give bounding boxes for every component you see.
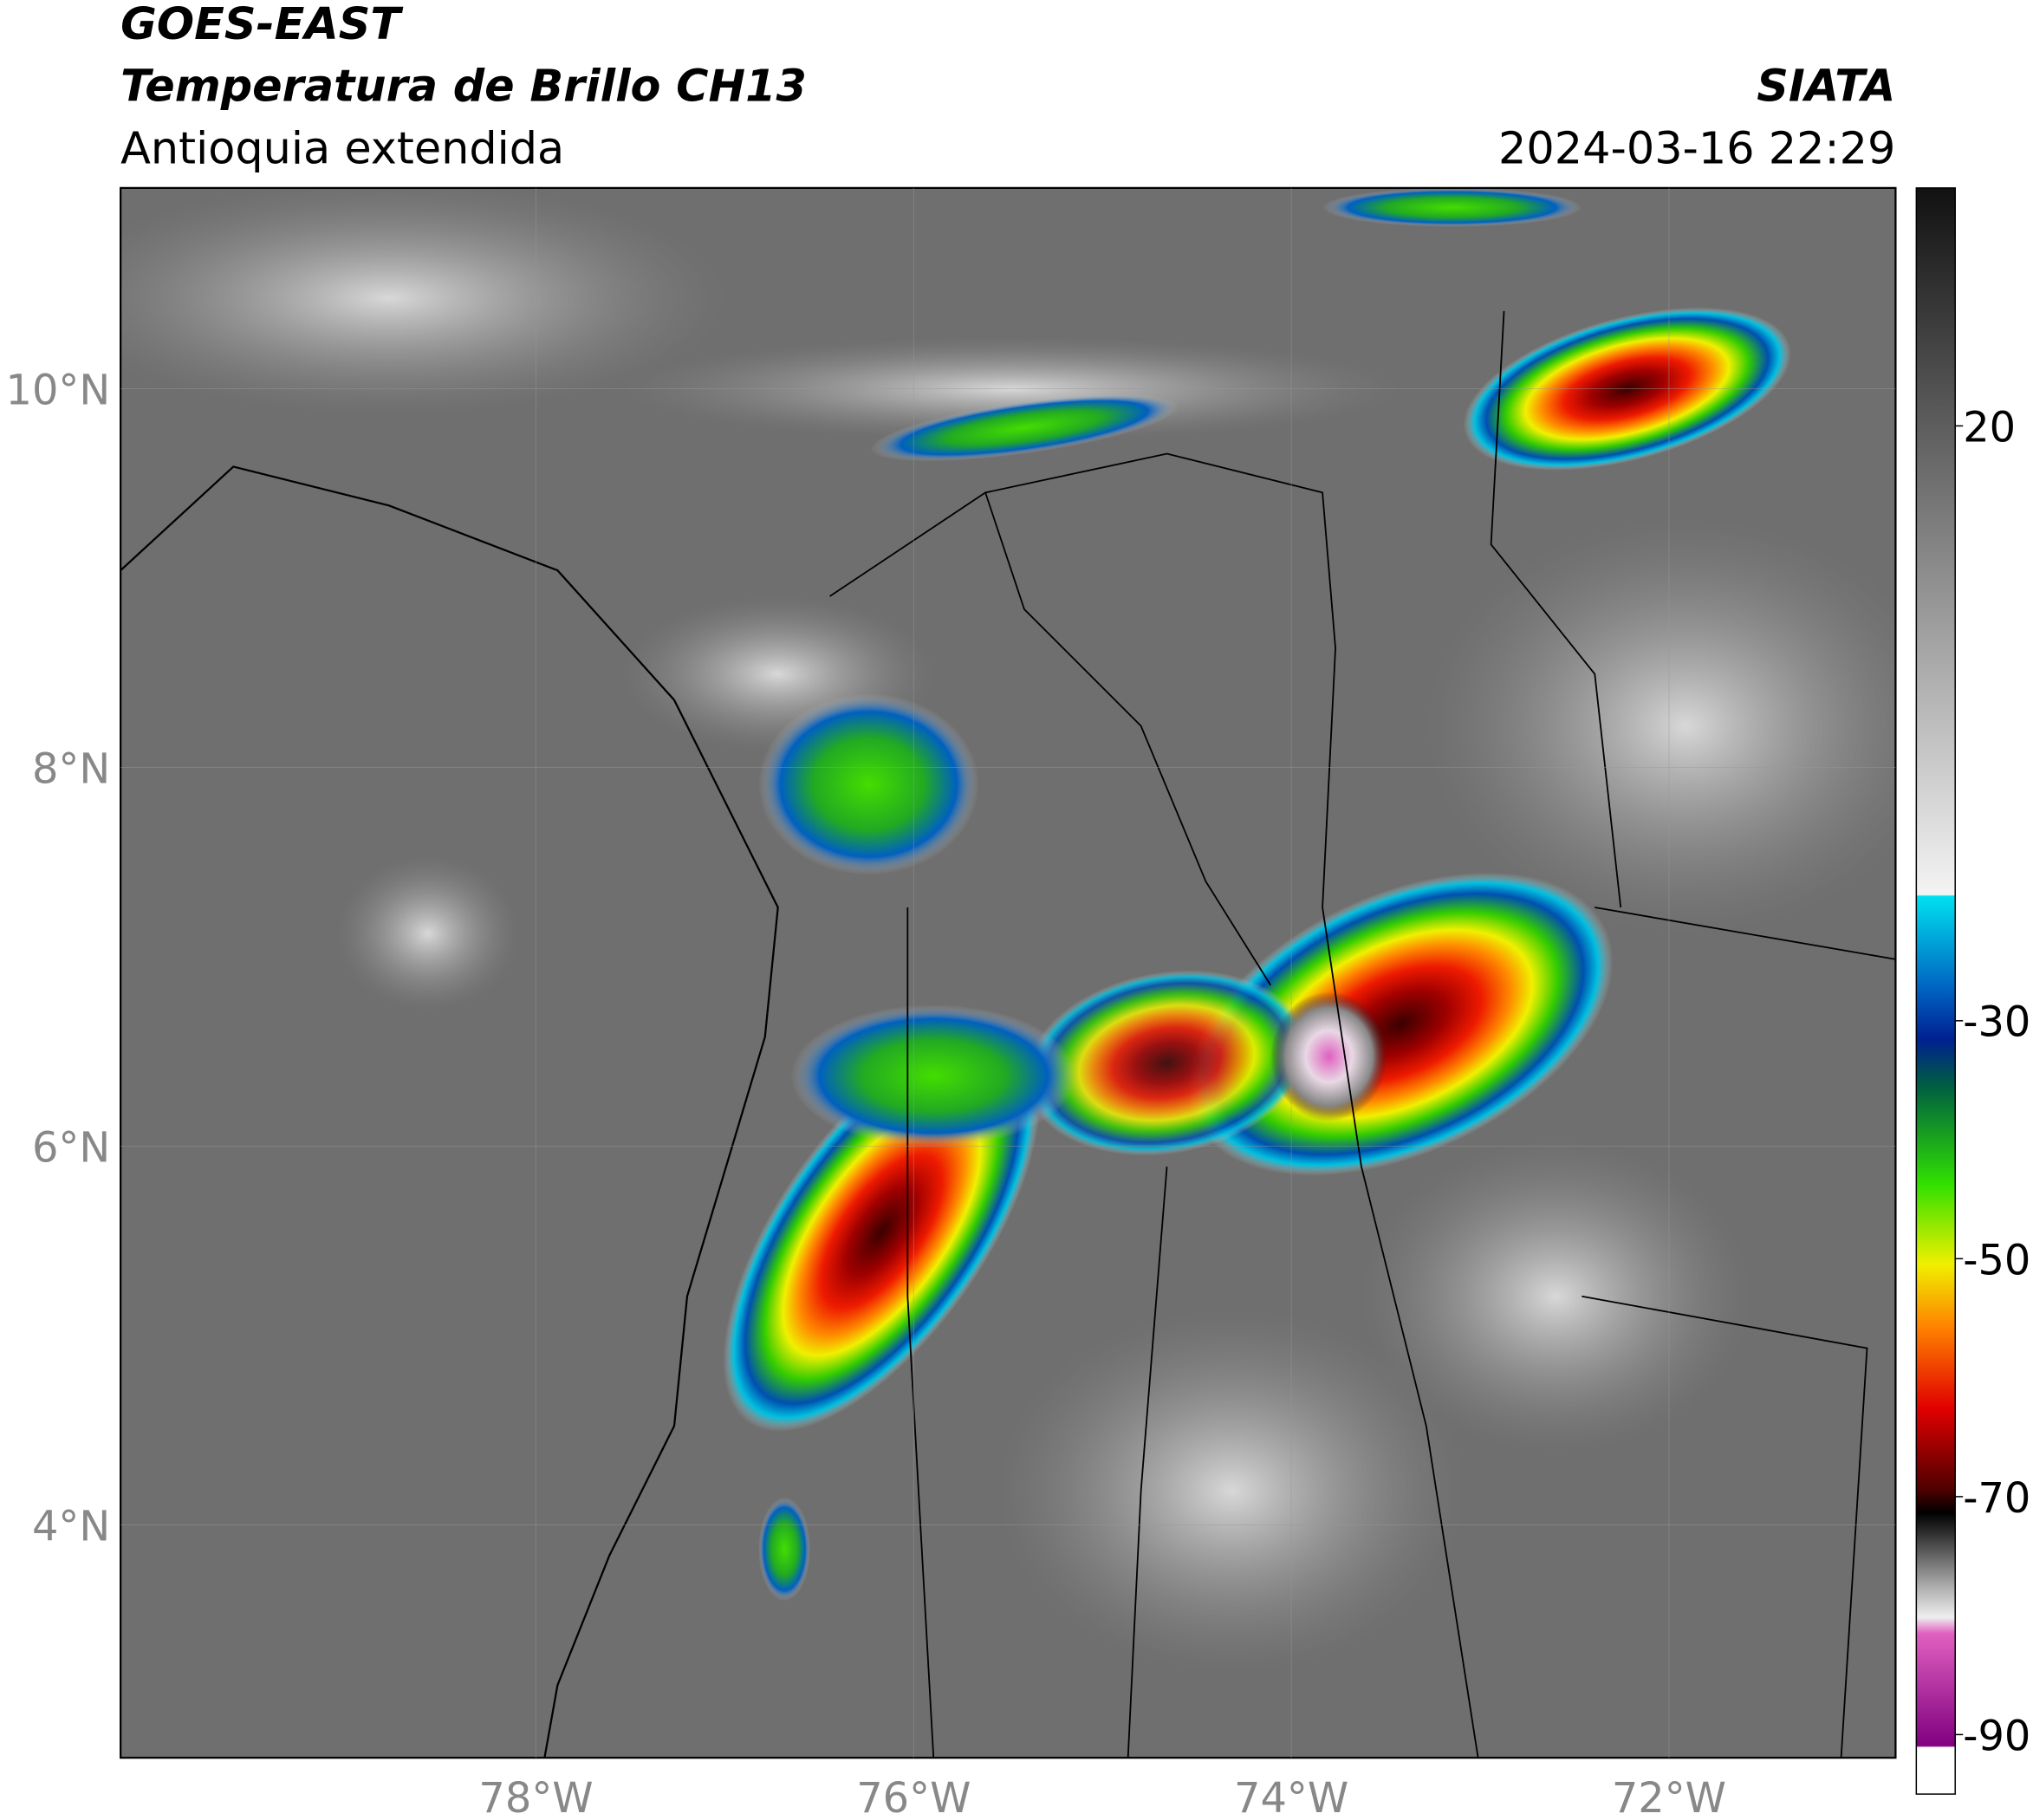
y-tick-label: 8°N (32, 745, 110, 793)
colorbar-tick-label: -70 (1963, 1475, 2030, 1523)
timestamp: 2024-03-16 22:29 (1498, 122, 1895, 173)
colorbar (1915, 187, 1956, 1795)
satellite-image (120, 187, 1896, 1758)
y-tick-label: 4°N (32, 1503, 110, 1550)
title: GOES-EAST (120, 0, 404, 49)
x-tick-label: 76°W (856, 1775, 971, 1820)
x-tick-label: 78°W (478, 1775, 593, 1820)
y-tick-label: 6°N (32, 1124, 110, 1172)
colorbar-tick-label: -50 (1963, 1237, 2030, 1284)
x-tick-label: 72°W (1612, 1775, 1726, 1820)
subtitle: Temperatura de Brillo CH13 (120, 61, 807, 112)
map-frame (120, 186, 1897, 1759)
x-tick-label: 74°W (1234, 1775, 1348, 1820)
agency: SIATA (1757, 61, 1895, 112)
y-tick-label: 10°N (6, 367, 111, 414)
region: Antioquia extendida (120, 122, 564, 173)
colorbar-tick-label: -90 (1963, 1713, 2030, 1760)
colorbar-tick-label: 20 (1963, 404, 2016, 452)
colorbar-tick-label: -30 (1963, 999, 2030, 1047)
